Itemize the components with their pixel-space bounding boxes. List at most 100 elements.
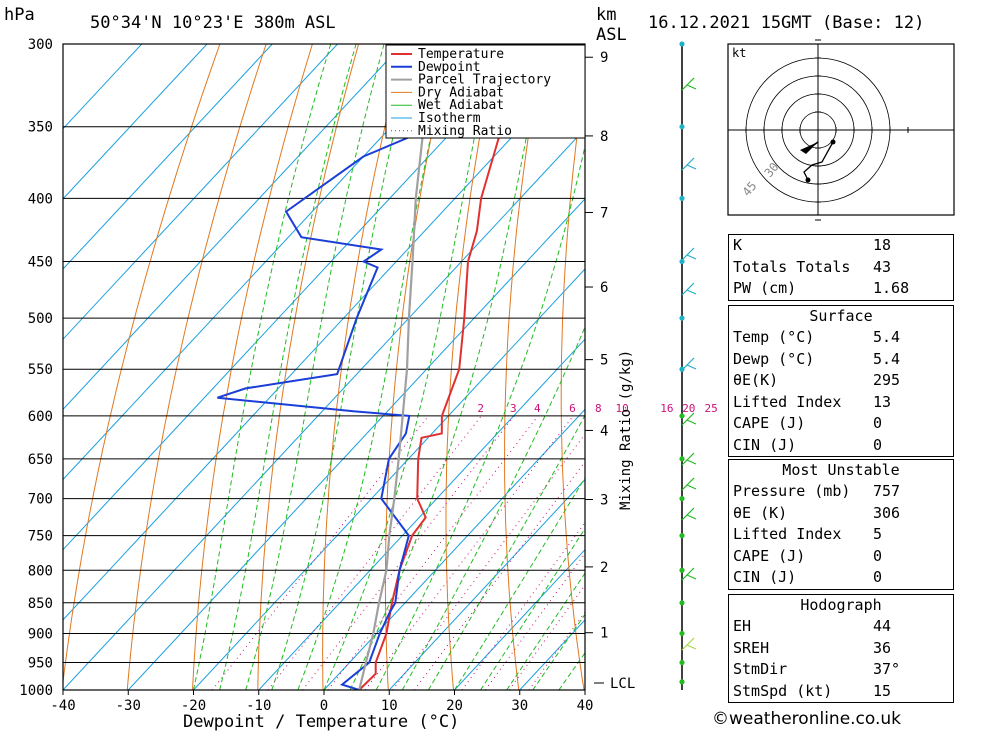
hodo-key: StmDir [733, 659, 873, 681]
wind-barb [687, 165, 696, 169]
surface-value: 5.4 [873, 349, 900, 371]
wind-level-dot [679, 496, 684, 501]
wind-barb [682, 283, 694, 295]
index-key: PW (cm) [733, 278, 873, 300]
hodo-key: StmSpd (kt) [733, 681, 873, 703]
hodograph-title: Hodograph [729, 595, 953, 616]
mu-row: CAPE (J)0 [729, 546, 953, 568]
isotherm-line [0, 44, 599, 690]
hodo-row: StmSpd (kt)15 [729, 681, 953, 703]
mu-row: θE (K)306 [729, 503, 953, 525]
index-key: K [733, 235, 873, 257]
lcl-label: LCL [610, 676, 635, 692]
surface-key: Temp (°C) [733, 327, 873, 349]
location-title: 50°34'N 10°23'E 380m ASL [90, 13, 336, 33]
hodo-value: 15 [873, 681, 891, 703]
temp-tick-label: 30 [511, 698, 528, 714]
km-tick-label: 4 [600, 423, 608, 439]
wind-barb [687, 485, 696, 489]
km-label: km [596, 5, 616, 25]
pressure-tick-label: 300 [28, 37, 53, 53]
dry-adiabat-line [960, 44, 1000, 690]
pressure-unit-label: hPa [4, 5, 35, 25]
surface-key: CAPE (J) [733, 413, 873, 435]
wet-adiabat-line [428, 44, 757, 690]
isotherm-line [194, 44, 795, 690]
wind-barb [682, 158, 694, 170]
pressure-tick-label: 750 [28, 529, 53, 545]
index-value: 43 [873, 257, 891, 279]
isotherm-line [0, 44, 533, 690]
wind-level-dot [679, 631, 684, 636]
dewpoint-series [217, 44, 494, 690]
dry-adiabat-line [127, 44, 266, 690]
wind-barb [687, 85, 696, 89]
surface-value: 0 [873, 435, 882, 457]
surface-value: 5.4 [873, 327, 900, 349]
wind-barb [682, 78, 694, 90]
pressure-tick-label: 850 [28, 596, 53, 612]
pressure-tick-label: 450 [28, 255, 53, 271]
km-tick-label: 5 [600, 353, 608, 369]
index-key: Totals Totals [733, 257, 873, 279]
dry-adiabat-line [446, 44, 497, 690]
wind-barb [687, 575, 696, 579]
temp-tick-label: 40 [577, 698, 594, 714]
wind-barb [687, 365, 696, 369]
wet-adiabat-line [194, 44, 331, 690]
asl-label: ASL [596, 25, 627, 45]
mu-key: Pressure (mb) [733, 481, 873, 503]
mixing-ratio-label: 6 [569, 402, 576, 415]
wind-barb [687, 645, 696, 649]
wind-barb [687, 515, 696, 519]
hodograph-plot: kt 30 45 [728, 40, 954, 220]
mu-value: 757 [873, 481, 900, 503]
wind-level-dot [679, 413, 684, 418]
surface-key: Dewp (°C) [733, 349, 873, 371]
pressure-tick-label: 700 [28, 492, 53, 508]
wind-level-dot [679, 679, 684, 684]
wind-level-dot [679, 315, 684, 320]
pressure-tick-label: 350 [28, 120, 53, 136]
datetime-label: 16.12.2021 15GMT (Base: 12) [648, 13, 924, 33]
wet-adiabat-line [220, 44, 357, 690]
surface-key: Lifted Index [733, 392, 873, 414]
mixing-ratio-line [303, 416, 514, 690]
index-value: 1.68 [873, 278, 909, 300]
wind-barb [687, 290, 696, 294]
wind-barb [682, 478, 694, 490]
mixing-ratio-label: 3 [510, 402, 517, 415]
mu-key: CAPE (J) [733, 546, 873, 568]
surface-key: CIN (J) [733, 435, 873, 457]
surface-row: Temp (°C)5.4 [729, 327, 953, 349]
mixing-ratio-axis-label: Mixing Ratio (g/kg) [618, 350, 634, 510]
wind-level-dot [679, 196, 684, 201]
temp-tick-label: -30 [116, 698, 141, 714]
credit-label[interactable]: ©weatheronline.co.uk [712, 709, 901, 729]
hodo-point [806, 178, 811, 183]
hodo-value: 36 [873, 638, 891, 660]
hodo-key: SREH [733, 638, 873, 660]
wind-level-dot [679, 124, 684, 129]
wind-barb [687, 420, 696, 424]
mu-row: CIN (J)0 [729, 567, 953, 589]
wind-level-dot [679, 568, 684, 573]
hodo-key: EH [733, 616, 873, 638]
isotherm-line [128, 44, 729, 690]
km-tick-label: 6 [600, 280, 608, 296]
pressure-tick-label: 600 [28, 409, 53, 425]
pressure-tick-label: 400 [28, 191, 53, 207]
index-value: 18 [873, 235, 891, 257]
hodo-value: 44 [873, 616, 891, 638]
mu-value: 0 [873, 567, 882, 589]
most-unstable-title: Most Unstable [729, 460, 953, 481]
mixing-ratio-label: 2 [477, 402, 484, 415]
mu-row: Pressure (mb)757 [729, 481, 953, 503]
pressure-tick-label: 900 [28, 626, 53, 642]
